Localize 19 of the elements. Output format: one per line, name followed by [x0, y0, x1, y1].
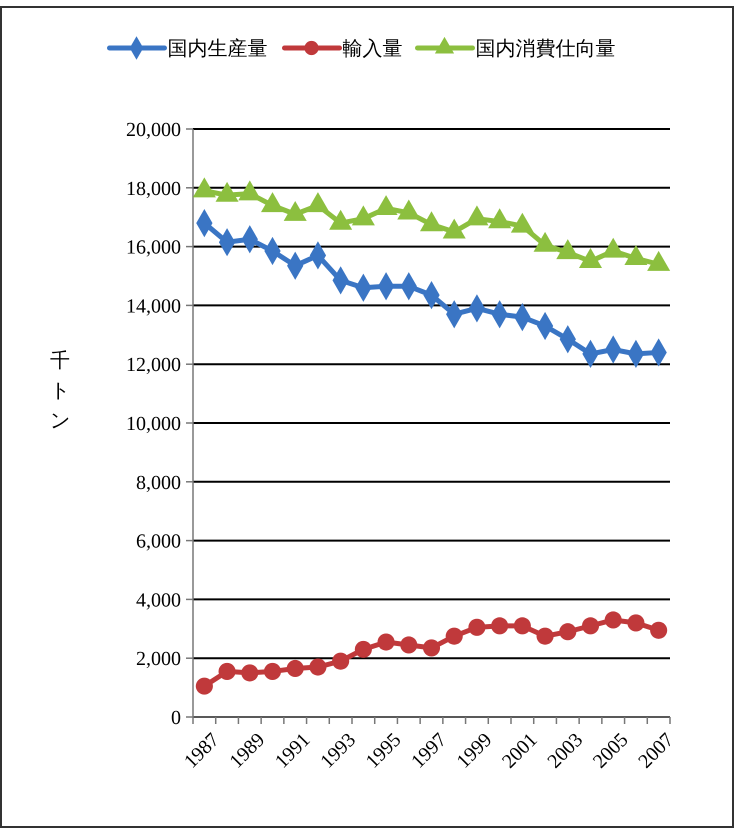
y-tick-label: 18,000 [126, 178, 181, 200]
y-tick-label: 4,000 [136, 589, 181, 612]
legend-label: 輸入量 [342, 36, 402, 60]
legend-label: 国内生産量 [168, 36, 268, 60]
y-tick-label: 12,000 [126, 354, 181, 376]
x-tick-label: 1989 [225, 728, 270, 773]
y-tick-label: 0 [171, 707, 181, 729]
y-tick-label: 14,000 [126, 295, 181, 318]
x-tick-label: 1991 [270, 728, 315, 773]
y-tick-label: 6,000 [136, 530, 181, 553]
legend-label: 国内消費仕向量 [476, 36, 616, 60]
x-tick-label: 2001 [498, 728, 542, 773]
x-tick-label: 1999 [452, 728, 496, 773]
y-tick-label: 16,000 [126, 236, 181, 259]
y-tick-label: 10,000 [126, 413, 181, 435]
y-tick-label: 2,000 [136, 648, 181, 670]
y-tick-label: 8,000 [136, 472, 181, 494]
y-axis-title: 千トン [50, 348, 70, 432]
y-tick-label: 20,000 [126, 119, 181, 141]
